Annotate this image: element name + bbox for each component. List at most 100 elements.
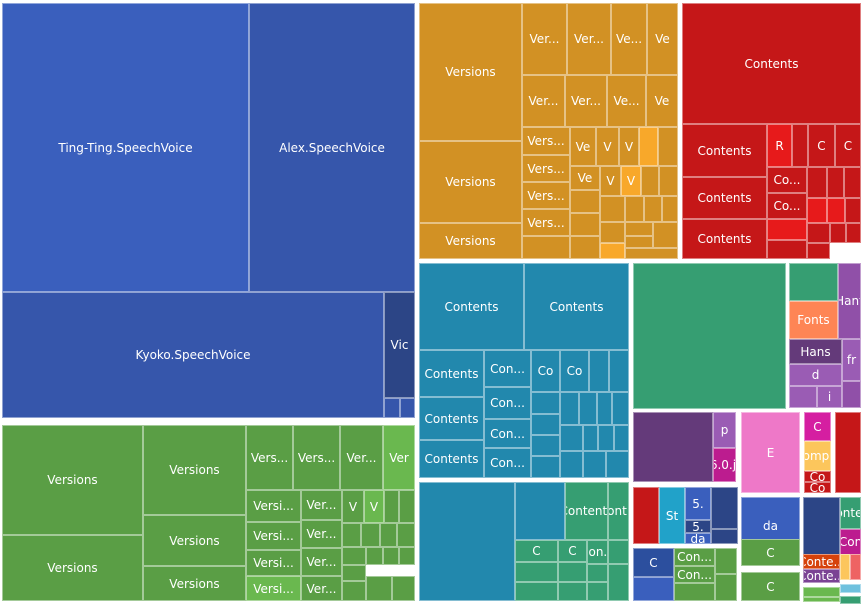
treemap-cell[interactable]: Ver... (301, 548, 342, 576)
treemap-cell[interactable]: Ve... (607, 75, 646, 127)
treemap-cell[interactable]: d (789, 364, 842, 386)
treemap-cell[interactable] (625, 248, 678, 259)
treemap-cell[interactable]: Con (840, 529, 861, 555)
treemap-cell[interactable]: Conte... (803, 569, 840, 583)
treemap-cell[interactable] (674, 583, 715, 601)
treemap-cell[interactable]: Cont... (608, 482, 629, 540)
treemap-cell[interactable] (419, 482, 515, 601)
treemap-cell[interactable]: Contents (682, 124, 767, 177)
treemap-cell[interactable]: Ve (647, 3, 678, 75)
treemap-cell[interactable]: Contents (682, 177, 767, 219)
treemap-cell[interactable] (792, 124, 808, 167)
treemap-cell[interactable] (633, 263, 786, 409)
treemap-cell[interactable]: Con... (674, 566, 715, 583)
treemap-cell[interactable] (606, 451, 629, 478)
treemap-cell[interactable] (560, 392, 579, 425)
treemap-cell[interactable] (531, 414, 560, 435)
treemap-cell[interactable] (840, 596, 861, 604)
treemap-cell[interactable]: Ve (646, 75, 678, 127)
treemap-cell[interactable] (803, 587, 840, 597)
treemap-cell[interactable] (558, 582, 587, 601)
treemap-cell[interactable] (597, 392, 612, 425)
treemap-cell[interactable] (608, 564, 629, 601)
treemap-cell[interactable] (807, 167, 827, 198)
treemap-cell[interactable]: Ver... (565, 75, 607, 127)
treemap-cell[interactable]: Ting-Ting.SpeechVoice (2, 3, 249, 292)
treemap-cell[interactable] (366, 576, 392, 601)
treemap-cell[interactable]: Contents (682, 3, 861, 124)
treemap-cell[interactable]: Versions (143, 425, 246, 515)
treemap-cell[interactable] (342, 581, 366, 601)
treemap-cell[interactable]: Con... (674, 548, 715, 566)
treemap-cell[interactable]: Contents (419, 350, 484, 397)
treemap-cell[interactable]: Ver... (340, 425, 383, 490)
treemap-cell[interactable]: E (741, 412, 800, 493)
treemap-cell[interactable]: Co... (767, 167, 807, 193)
treemap-cell[interactable] (380, 523, 397, 547)
treemap-cell[interactable]: Con... (484, 448, 531, 478)
treemap-cell[interactable] (600, 243, 625, 259)
treemap-cell[interactable]: 1.6.0.jdk (713, 448, 736, 482)
treemap-cell[interactable]: Con... (587, 540, 608, 564)
treemap-cell[interactable]: Versions (2, 425, 143, 535)
treemap-cell[interactable] (653, 222, 678, 248)
treemap-cell[interactable] (767, 219, 807, 240)
treemap-cell[interactable] (361, 523, 380, 547)
treemap-cell[interactable]: Con... (484, 419, 531, 448)
treemap-cell[interactable]: i (817, 386, 842, 408)
treemap-cell[interactable] (560, 425, 583, 451)
treemap-cell[interactable]: V (600, 166, 621, 196)
treemap-cell[interactable]: Fonts (789, 301, 838, 339)
treemap-cell[interactable] (612, 392, 629, 425)
treemap-cell[interactable] (384, 490, 399, 523)
treemap-cell[interactable] (644, 196, 662, 222)
treemap-cell[interactable]: Kyoko.SpeechVoice (2, 292, 384, 418)
treemap-cell[interactable] (384, 398, 400, 418)
treemap-cell[interactable] (711, 529, 738, 544)
treemap-cell[interactable]: C (741, 572, 800, 601)
treemap-cell[interactable] (633, 412, 713, 482)
treemap-cell[interactable]: C (558, 540, 587, 562)
treemap-cell[interactable]: Versions (419, 141, 522, 223)
treemap-cell[interactable] (579, 392, 597, 425)
treemap-cell[interactable]: Vic (384, 292, 415, 398)
treemap-cell[interactable] (570, 213, 600, 236)
treemap-cell[interactable] (608, 540, 629, 564)
treemap-cell[interactable] (803, 497, 840, 555)
treemap-cell[interactable] (587, 582, 608, 601)
treemap-cell[interactable]: Con... (484, 387, 531, 419)
treemap-cell[interactable] (633, 487, 659, 544)
treemap-cell[interactable]: Contents (565, 482, 608, 540)
treemap-cell[interactable]: p (713, 412, 736, 448)
treemap-cell[interactable]: V (621, 166, 641, 196)
treemap-cell[interactable] (392, 576, 415, 601)
treemap-cell[interactable] (614, 425, 629, 451)
treemap-cell[interactable]: Contents (419, 397, 484, 440)
treemap-cell[interactable] (844, 167, 861, 198)
treemap-cell[interactable]: Vers... (293, 425, 340, 490)
treemap-cell[interactable] (366, 547, 383, 565)
treemap-cell[interactable]: Versi... (246, 522, 301, 550)
treemap-cell[interactable] (827, 167, 844, 198)
treemap-cell[interactable]: C (835, 124, 861, 167)
treemap-cell[interactable] (625, 196, 644, 222)
treemap-cell[interactable]: da (685, 533, 711, 544)
treemap-cell[interactable]: Versi... (246, 550, 301, 576)
treemap-cell[interactable]: V (596, 127, 619, 166)
treemap-cell[interactable]: Conte... (803, 554, 840, 569)
treemap-cell[interactable] (560, 451, 583, 478)
treemap-cell[interactable] (827, 198, 845, 223)
treemap-cell[interactable]: Ver... (301, 520, 342, 548)
treemap-cell[interactable] (400, 398, 415, 418)
treemap-cell[interactable]: C (741, 539, 800, 566)
treemap-cell[interactable]: Contents (524, 263, 629, 350)
treemap-cell[interactable]: Comp... (804, 441, 831, 471)
treemap-cell[interactable] (570, 190, 600, 213)
treemap-cell[interactable] (625, 236, 653, 248)
treemap-cell[interactable] (589, 350, 609, 392)
treemap-cell[interactable] (715, 574, 737, 601)
treemap-cell[interactable] (522, 236, 570, 259)
treemap-cell[interactable]: Co (804, 471, 831, 482)
treemap-cell[interactable]: C (804, 412, 831, 441)
treemap-cell[interactable]: Co (560, 350, 589, 392)
